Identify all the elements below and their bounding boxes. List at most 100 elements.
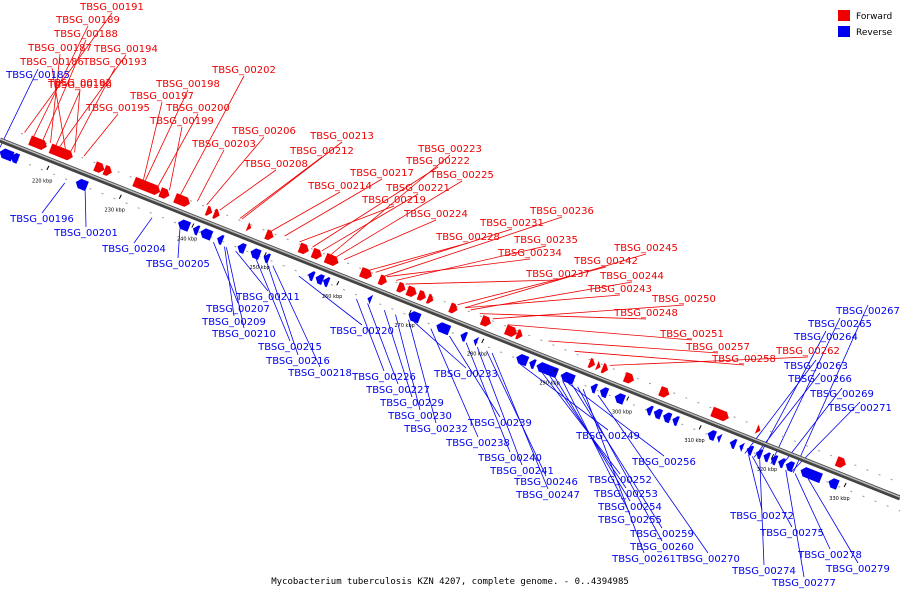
leader-line (356, 298, 385, 372)
legend: Forward Reverse (838, 10, 893, 38)
kbp-tick-label: 270 kbp (394, 323, 414, 329)
reverse-gene-label: TBSG_00241 (489, 466, 554, 477)
reverse-gene-label: TBSG_00253 (593, 489, 658, 500)
reverse-gene-label: TBSG_00246 (513, 477, 578, 488)
track-dot (552, 344, 555, 346)
track-dot (769, 430, 772, 433)
reverse-gene-label: TBSG_00274 (731, 566, 796, 577)
forward-gene-label: TBSG_00191 (79, 2, 144, 13)
reverse-gene-label: TBSG_00240 (477, 453, 542, 464)
leader-line (24, 12, 113, 133)
track-dot (322, 252, 325, 255)
leader-line (479, 313, 647, 320)
track-dot (564, 349, 567, 351)
reverse-gene-block (785, 461, 796, 472)
forward-gene-block (405, 285, 417, 298)
leader-line (239, 156, 323, 219)
reverse-gene-label: TBSG_00211 (235, 292, 300, 303)
track-dot (854, 464, 857, 467)
leader-lines (0, 12, 869, 578)
track-dot (403, 312, 406, 315)
reverse-gene-label: TBSG_00267 (835, 306, 900, 317)
reverse-gene-label: TBSG_00263 (783, 361, 848, 372)
leader-line (457, 266, 607, 306)
leader-line (574, 350, 745, 366)
reverse-gene-block (10, 152, 21, 164)
reverse-gene-label: TBSG_00196 (9, 214, 74, 225)
track-dot (516, 329, 519, 332)
forward-gene-label: TBSG_00242 (573, 256, 638, 267)
track-dot (189, 200, 193, 202)
leader-line (370, 242, 469, 271)
forward-gene-label: TBSG_00231 (479, 218, 544, 229)
forward-gene-label: TBSG_00222 (405, 156, 470, 167)
reverse-gene-block (529, 359, 537, 370)
leader-line (180, 75, 245, 195)
reverse-gene-label: TBSG_00259 (629, 529, 694, 540)
track-dot (584, 385, 587, 387)
leader-line (464, 253, 647, 309)
reverse-gene-block (800, 467, 823, 484)
forward-gene-label: TBSG_00203 (191, 139, 256, 150)
forward-gene-label: TBSG_00192 (47, 78, 112, 89)
leader-line (464, 294, 621, 309)
kbp-tick-mark (553, 367, 557, 372)
forward-gene-label: TBSG_00198 (155, 79, 220, 90)
leader-line (225, 247, 245, 329)
leader-line (430, 328, 479, 438)
kbp-tick-mark (481, 338, 485, 344)
track-dot (113, 197, 116, 200)
forward-gene-block (102, 165, 112, 176)
forward-gene-label: TBSG_00212 (289, 146, 354, 157)
leader-line (770, 317, 841, 465)
forward-gene-label: TBSG_00188 (53, 29, 118, 40)
forward-gene-block (479, 315, 491, 327)
kbp-tick-mark (626, 396, 630, 401)
leader-line (224, 246, 235, 317)
kbp-tick-mark (843, 482, 847, 488)
track-dot (262, 228, 265, 231)
track-dot (588, 358, 591, 361)
track-dot (298, 243, 301, 245)
leader-line (507, 324, 693, 341)
forward-gene-label: TBSG_00186 (19, 57, 84, 68)
leader-line (386, 258, 531, 278)
forward-gene-block (264, 229, 274, 241)
track-dot (528, 334, 531, 337)
track-dot (733, 416, 736, 418)
reverse-gene-label: TBSG_00272 (729, 511, 794, 522)
forward-gene-label: TBSG_00208 (243, 159, 308, 170)
track-dot (503, 325, 507, 327)
leader-line (33, 25, 89, 137)
reverse-gene-label: TBSG_00216 (265, 356, 330, 367)
track-dot (681, 423, 684, 426)
leader-line (169, 126, 183, 191)
track-dot (371, 272, 374, 274)
leader-line (571, 384, 663, 529)
leader-line (272, 265, 321, 368)
track-dot (697, 401, 700, 404)
forward-gene-block (587, 357, 596, 369)
forward-gene-block (204, 205, 213, 216)
forward-gene-label: TBSG_00224 (403, 209, 468, 220)
leader-line (84, 191, 87, 228)
forward-gene-block (710, 406, 729, 422)
forward-gene-label: TBSG_00200 (165, 103, 230, 114)
track-dot (93, 161, 96, 164)
track-dot (379, 303, 382, 306)
reverse-gene-block (237, 243, 247, 254)
reverse-gene-label: TBSG_00279 (825, 564, 890, 575)
reverse-gene-label: TBSG_00260 (629, 542, 694, 553)
reverse-gene-block (770, 455, 779, 466)
track-dot (250, 224, 253, 226)
leader-line (486, 350, 547, 477)
forward-gene-label: TBSG_00243 (587, 284, 652, 295)
forward-gene-label: TBSG_00237 (525, 269, 590, 280)
legend-label: Reverse (856, 28, 893, 38)
leader-line (42, 39, 87, 141)
reverse-gene-label: TBSG_00220 (329, 326, 394, 337)
track-dot (499, 351, 503, 354)
leader-line (408, 319, 437, 424)
track-dot (673, 392, 676, 394)
forward-gene-block (396, 281, 406, 293)
